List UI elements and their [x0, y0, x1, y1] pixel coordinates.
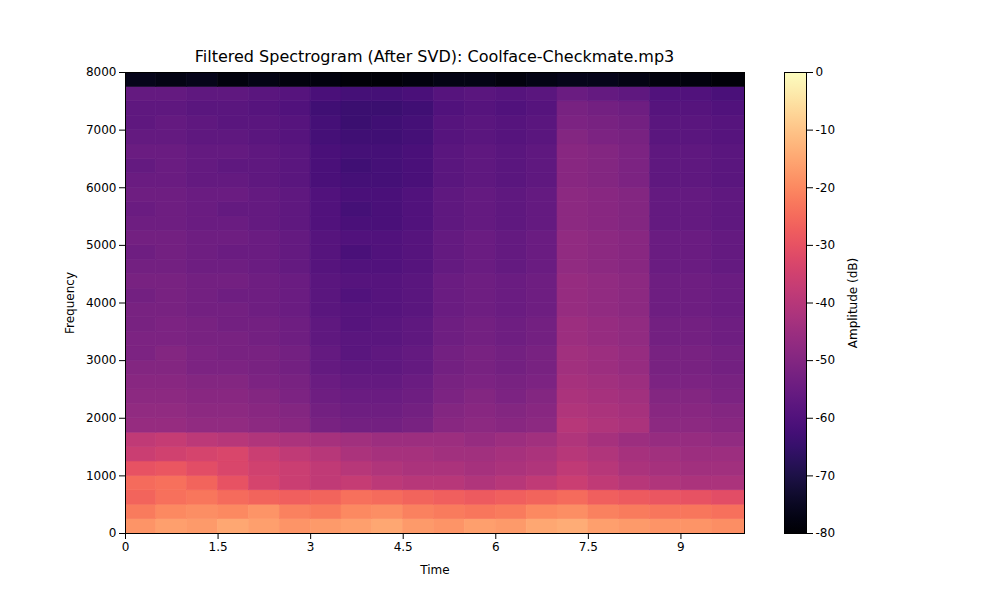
- svg-text:-10: -10: [816, 123, 836, 137]
- svg-text:7000: 7000: [86, 123, 117, 137]
- svg-text:-20: -20: [816, 181, 836, 195]
- svg-text:-40: -40: [816, 296, 836, 310]
- html-text:Filtered Spectrogram (After SV: Filtered Spectrogram (After SVD): Coolfa…: [194, 47, 675, 66]
- svg-text:4000: 4000: [86, 296, 117, 310]
- svg-text:0: 0: [109, 526, 117, 540]
- svg-text:5000: 5000: [86, 238, 117, 252]
- svg-text:0: 0: [816, 65, 824, 79]
- svg-text:-60: -60: [816, 411, 836, 425]
- svg-text:Amplitude (dB): Amplitude (dB): [846, 258, 860, 349]
- svg-text:2000: 2000: [86, 411, 117, 425]
- svg-text:6: 6: [492, 540, 500, 554]
- svg-text:1.5: 1.5: [209, 540, 228, 554]
- svg-text:-50: -50: [816, 353, 836, 367]
- svg-text:6000: 6000: [86, 181, 117, 195]
- svg-text:3000: 3000: [86, 353, 117, 367]
- svg-text:8000: 8000: [86, 65, 117, 79]
- svg-text:Frequency: Frequency: [63, 272, 77, 334]
- svg-text:1000: 1000: [86, 469, 117, 483]
- svg-text:3: 3: [307, 540, 315, 554]
- svg-text:0: 0: [122, 540, 130, 554]
- svg-text:9: 9: [677, 540, 685, 554]
- svg-text:-80: -80: [816, 526, 836, 540]
- svg-text:4.5: 4.5: [394, 540, 413, 554]
- svg-text:Time: Time: [419, 563, 449, 577]
- svg-text:7.5: 7.5: [579, 540, 598, 554]
- svg-text:-30: -30: [816, 238, 836, 252]
- svg-text:-70: -70: [816, 469, 836, 483]
